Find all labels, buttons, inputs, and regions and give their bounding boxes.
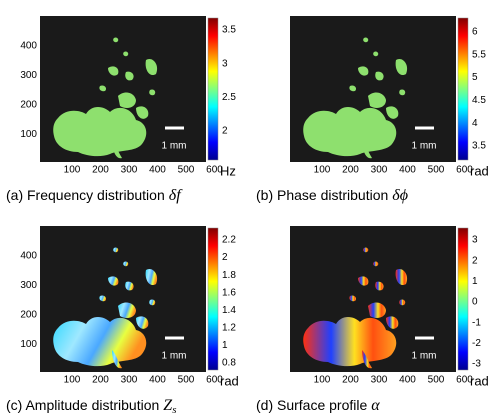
caption-text: (c) Amplitude distribution (6, 397, 159, 413)
y-tick-label: 300 (20, 70, 37, 81)
x-tick-label: 200 (92, 165, 109, 176)
colorbar-tick-label: 3 (222, 58, 228, 69)
panel: 1 mm 2.2 2 1.8 1.6 1.4 1.2 1 0.8 rad 100 200 300 400 5… (6, 226, 239, 416)
colorbar-tick-label: 3.5 (472, 141, 486, 152)
y-tick-label: 400 (20, 251, 37, 262)
x-tick-label: 600 (456, 165, 473, 176)
x-tick-label: 100 (314, 165, 331, 176)
x-tick-label: 300 (121, 375, 138, 386)
x-tick-label: 400 (399, 165, 416, 176)
y-tick-label: 100 (20, 339, 37, 350)
colorbar-tick-label: -3 (472, 359, 481, 370)
colorbar-tick-label: 1 (472, 276, 478, 287)
x-tick-label: 100 (314, 375, 331, 386)
caption-symbol: α (371, 397, 380, 414)
colorbar-tick-label: 1.4 (222, 305, 236, 316)
colorbar-tick-label: 5 (472, 72, 478, 83)
scale-bar-label: 1 mm (162, 351, 187, 362)
colorbar (457, 227, 469, 371)
colorbar-tick-label: 0 (472, 297, 478, 308)
x-tick-label: 200 (342, 165, 359, 176)
x-tick-label: 400 (149, 165, 166, 176)
x-tick-label: 400 (399, 375, 416, 386)
colorbar-tick-label: 4 (472, 118, 478, 129)
x-tick-label: 500 (428, 165, 445, 176)
caption: (d) Surface profile α (256, 397, 380, 414)
colorbar-tick-label: -2 (472, 338, 481, 349)
colorbar-tick-label: 6 (472, 27, 478, 38)
colorbar (457, 17, 469, 161)
x-tick-label: 500 (178, 165, 195, 176)
colorbar-tick-label: 1 (222, 340, 228, 351)
colorbar-tick-label: 2.2 (222, 235, 236, 246)
y-tick-label: 100 (20, 129, 37, 140)
colorbar-tick-label: 2 (222, 252, 228, 263)
x-tick-label: 300 (371, 165, 388, 176)
scale-bar-label: 1 mm (412, 141, 437, 152)
x-tick-label: 300 (371, 375, 388, 386)
caption-symbol: δf (169, 187, 183, 204)
colorbar-unit: rad (470, 163, 488, 178)
y-tick-label: 300 (20, 280, 37, 291)
caption-symbol: δϕ (392, 187, 408, 204)
x-tick-label: 100 (64, 375, 81, 386)
caption: (a) Frequency distribution δf (6, 187, 183, 204)
colorbar-tick-label: 1.2 (222, 322, 236, 333)
colorbar-tick-label: 3 (472, 235, 478, 246)
panel: 1 mm 6 5.5 5 4.5 4 3.5 rad 100 200 300 400 500 600 (b)… (256, 16, 488, 204)
colorbar-tick-label: 1.8 (222, 270, 236, 281)
x-tick-label: 600 (206, 165, 223, 176)
colorbar-unit: rad (470, 373, 488, 388)
x-tick-label: 200 (92, 375, 109, 386)
colorbar-tick-label: 2.5 (222, 92, 236, 103)
colorbar-tick-label: 2 (222, 126, 228, 137)
colorbar-tick-label: 3.5 (222, 25, 236, 36)
caption-text: (a) Frequency distribution (6, 187, 165, 203)
colorbar (207, 227, 219, 371)
colorbar-tick-label: 2 (472, 255, 478, 266)
caption-text: (d) Surface profile (256, 397, 367, 413)
scale-bar-label: 1 mm (412, 351, 437, 362)
x-tick-label: 100 (64, 165, 81, 176)
colorbar (207, 17, 219, 161)
caption: (b) Phase distribution δϕ (256, 187, 408, 204)
colorbar-tick-label: 1.6 (222, 287, 236, 298)
caption-symbol: Z (163, 397, 173, 414)
colorbar-tick-label: 5.5 (472, 49, 486, 60)
colorbar-tick-label: 0.8 (222, 358, 236, 369)
caption-text: (b) Phase distribution (256, 187, 388, 203)
x-tick-label: 500 (178, 375, 195, 386)
x-tick-label: 200 (342, 375, 359, 386)
colorbar-unit: Hz (220, 163, 236, 178)
caption: (c) Amplitude distribution Zs (6, 397, 176, 416)
x-tick-label: 600 (206, 375, 223, 386)
colorbar-tick-label: 4.5 (472, 95, 486, 106)
panel: 1 mm 3.5 3 2.5 2 Hz 100 200 300 400 500 600 400 300 20… (6, 16, 236, 204)
y-tick-label: 400 (20, 41, 37, 52)
x-tick-label: 600 (456, 375, 473, 386)
caption-subscript: s (172, 404, 176, 416)
colorbar-tick-label: -1 (472, 317, 481, 328)
panel: 1 mm 3 2 1 0 -1 -2 -3 rad 100 200 300 400 500 600 (d) S… (256, 226, 488, 414)
y-tick-label: 200 (20, 100, 37, 111)
colorbar-unit: rad (220, 373, 239, 388)
x-tick-label: 500 (428, 375, 445, 386)
y-tick-label: 200 (20, 310, 37, 321)
scale-bar-label: 1 mm (162, 141, 187, 152)
x-tick-label: 400 (149, 375, 166, 386)
x-tick-label: 300 (121, 165, 138, 176)
